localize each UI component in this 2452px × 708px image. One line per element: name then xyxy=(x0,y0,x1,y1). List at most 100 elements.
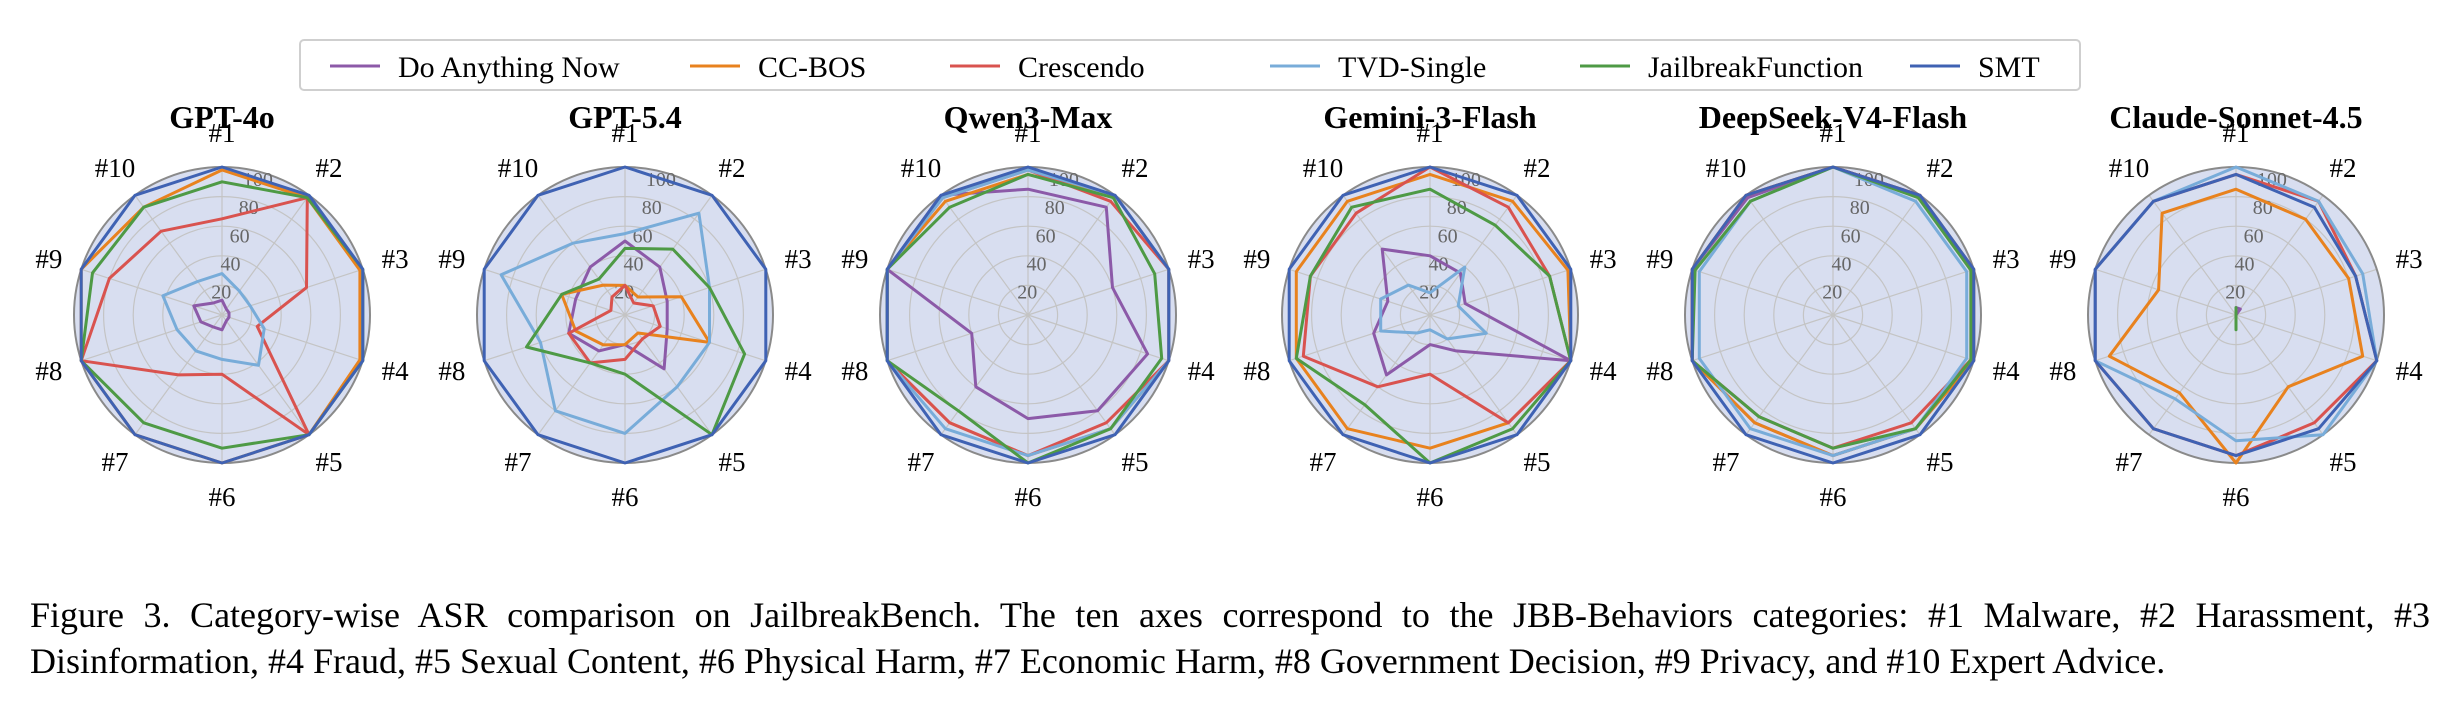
axis-label: #6 xyxy=(1417,482,1444,512)
axis-label: #10 xyxy=(95,153,136,183)
grid-spoke xyxy=(624,268,766,316)
chart-title: GPT-5.4 xyxy=(568,99,682,135)
grid-spoke xyxy=(1429,314,1571,362)
radial-tick-label: 40 xyxy=(1026,253,1046,275)
axis-label: #5 xyxy=(315,447,342,477)
series-smt xyxy=(1690,165,1976,465)
axis-label: #7 xyxy=(908,447,935,477)
legend-label-crescendo: Crescendo xyxy=(1018,51,1145,84)
chart-title: GPT-4o xyxy=(169,99,275,135)
grid-spoke xyxy=(484,268,626,316)
axis-label: #3 xyxy=(1188,244,1215,274)
axis-label: #1 xyxy=(2223,118,2250,148)
series-crescendo xyxy=(1301,165,1573,425)
chart-title: Qwen3-Max xyxy=(944,99,1113,135)
grid-spoke xyxy=(887,268,1029,316)
grid-spoke xyxy=(940,194,1029,316)
grid-spoke xyxy=(1289,314,1431,362)
figure-caption: Figure 3. Category-wise ASR comparison o… xyxy=(30,595,2430,681)
grid-spoke xyxy=(624,194,713,316)
axis-label: #7 xyxy=(1713,447,1740,477)
axis-label: #10 xyxy=(2109,153,2150,183)
series-tvd-single xyxy=(161,272,266,367)
chart-title: Gemini-3-Flash xyxy=(1323,99,1537,135)
axis-label: #9 xyxy=(438,244,465,274)
axis-label: #6 xyxy=(209,482,236,512)
legend-label-smt: SMT xyxy=(1978,51,2040,84)
axis-label: #2 xyxy=(2329,153,2356,183)
axis-label: #5 xyxy=(2329,447,2356,477)
series-tvd-single xyxy=(1697,165,1969,458)
radial-tick-label: 60 xyxy=(1036,225,1056,247)
axis-label: #9 xyxy=(35,244,62,274)
series-smt xyxy=(79,165,365,465)
axis-label: #5 xyxy=(718,447,745,477)
grid-spoke xyxy=(1027,194,1116,316)
series-smt xyxy=(1287,165,1573,465)
radial-tick-label: 40 xyxy=(1831,253,1851,275)
radial-tick-label: 40 xyxy=(623,253,643,275)
radar-chart-qwen3-max: 20406080100#1#2#3#4#5#6#7#8#9#10Qwen3-Ma… xyxy=(841,99,1215,512)
axis-label: #6 xyxy=(1820,482,1847,512)
radar-figure: Do Anything Now CC-BOS Crescendo TVD-Single… xyxy=(35,39,2423,512)
grid-spoke xyxy=(624,314,713,436)
axis-label: #8 xyxy=(438,356,465,386)
radial-tick-label: 40 xyxy=(220,253,240,275)
axis-label: #2 xyxy=(315,153,342,183)
axis-label: #5 xyxy=(1926,447,1953,477)
grid-spoke xyxy=(1832,314,1974,362)
grid-spoke xyxy=(1027,314,1169,362)
grid-spoke xyxy=(1745,194,1834,316)
grid-spoke xyxy=(2148,314,2237,436)
axis-label: #4 xyxy=(1188,356,1216,386)
chart-title: Claude-Sonnet-4.5 xyxy=(2109,99,2362,135)
grid-spoke xyxy=(2095,314,2237,362)
axis-label: #4 xyxy=(1590,356,1618,386)
axis-label: #6 xyxy=(2223,482,2250,512)
series-do-anything-now xyxy=(1372,247,1573,377)
grid-spoke xyxy=(2235,314,2324,436)
axis-label: #1 xyxy=(209,118,236,148)
grid-spoke xyxy=(1745,314,1834,436)
legend: Do Anything Now CC-BOS Crescendo TVD-Single… xyxy=(299,39,2081,91)
grid-spoke xyxy=(1832,314,1921,436)
axis-label: #3 xyxy=(1993,244,2020,274)
axis-label: #4 xyxy=(382,356,410,386)
series-jailbreakfunction xyxy=(525,246,747,437)
series-smt xyxy=(885,165,1171,465)
axis-label: #8 xyxy=(841,356,868,386)
grid-spoke xyxy=(221,268,363,316)
grid-spoke xyxy=(2235,268,2377,316)
axis-label: #9 xyxy=(1646,244,1673,274)
axis-label: #8 xyxy=(1243,356,1270,386)
axis-label: #3 xyxy=(785,244,812,274)
axis-label: #3 xyxy=(382,244,409,274)
series-cc-bos xyxy=(1294,172,1573,450)
grid-spoke xyxy=(1692,268,1834,316)
legend-label-do-anything-now: Do Anything Now xyxy=(398,51,620,84)
axis-label: #10 xyxy=(901,153,942,183)
legend-label-jailbreakfunction: JailbreakFunction xyxy=(1648,51,1863,84)
radar-chart-claude-sonnet-4-5: 20406080100#1#2#3#4#5#6#7#8#9#10Claude-S… xyxy=(2049,99,2423,512)
radial-tick-label: 20 xyxy=(1822,282,1842,304)
series-smt xyxy=(482,165,768,465)
legend-label-cc-bos: CC-BOS xyxy=(758,51,866,84)
grid-spoke xyxy=(1429,314,1518,436)
axis-label: #7 xyxy=(505,447,532,477)
series-jailbreakfunction xyxy=(1690,165,1973,450)
radial-tick-label: 60 xyxy=(230,225,250,247)
axis-label: #9 xyxy=(1243,244,1270,274)
axis-label: #2 xyxy=(1523,153,1550,183)
radar-chart-deepseek-v4-flash: 20406080100#1#2#3#4#5#6#7#8#9#10DeepSeek… xyxy=(1646,99,2020,512)
radial-tick-label: 80 xyxy=(239,197,259,219)
chart-title: DeepSeek-V4-Flash xyxy=(1699,99,1968,135)
axis-label: #8 xyxy=(1646,356,1673,386)
grid-spoke xyxy=(1832,268,1974,316)
series-do-anything-now xyxy=(192,298,231,332)
grid-spoke xyxy=(81,268,223,316)
axis-label: #10 xyxy=(1303,153,1344,183)
grid-spoke xyxy=(221,194,310,316)
radial-tick-label: 80 xyxy=(642,197,662,219)
grid-spoke xyxy=(134,194,223,316)
